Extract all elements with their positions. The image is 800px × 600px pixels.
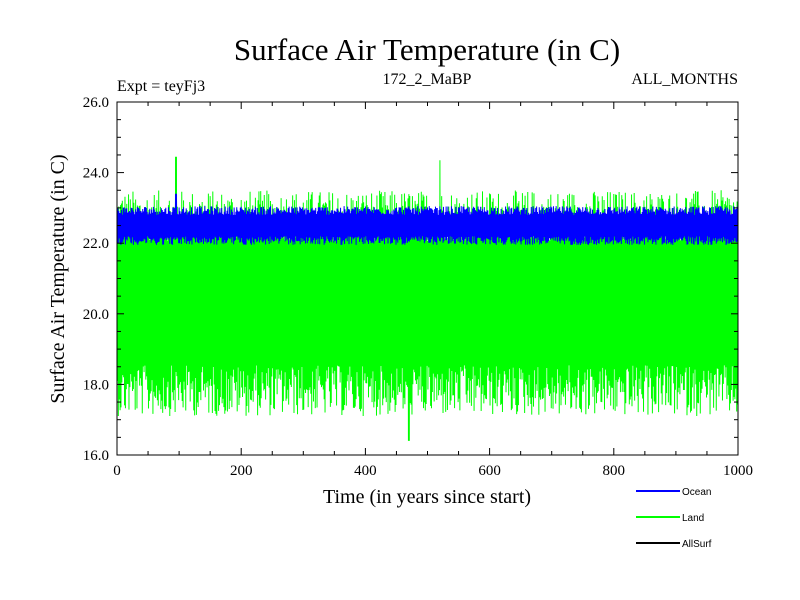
series-line-ocean [116,193,739,245]
series-ocean [116,193,739,245]
period-label: 172_2_MaBP [383,71,472,88]
series-land [116,156,739,441]
plot-area: 0 200 400 600 800 1000 16.0 18.0 20.0 22.0 24.0 26… [83,95,753,479]
legend-item-allsurf: AllSurf [636,539,712,550]
y-tick-label: 22.0 [83,236,109,252]
legend-item-land: Land [636,513,704,524]
y-axis-label: Surface Air Temperature (in C) [47,154,69,403]
legend-label-land: Land [682,513,704,524]
y-axis: 16.0 18.0 20.0 22.0 24.0 26.0 [83,95,738,464]
legend: Ocean Land AllSurf [636,487,712,550]
x-tick-label: 1000 [723,463,753,479]
x-axis-label: Time (in years since start) [323,486,531,508]
series-line-land [116,156,739,441]
y-tick-label: 20.0 [83,307,109,323]
legend-item-ocean: Ocean [636,487,711,498]
chart-title: Surface Air Temperature (in C) [234,32,620,67]
x-tick-label: 200 [230,463,253,479]
experiment-label: Expt = teyFj3 [117,78,205,95]
y-tick-label: 24.0 [83,166,109,182]
y-tick-label: 16.0 [83,448,109,464]
x-tick-label: 0 [113,463,121,479]
x-axis: 0 200 400 600 800 1000 [113,102,753,479]
legend-label-allsurf: AllSurf [682,539,712,550]
months-label: ALL_MONTHS [631,71,738,88]
x-tick-label: 400 [354,463,377,479]
legend-label-ocean: Ocean [682,487,711,498]
x-tick-label: 800 [603,463,626,479]
y-tick-label: 26.0 [83,95,109,111]
y-tick-label: 18.0 [83,377,109,393]
x-tick-label: 600 [478,463,501,479]
